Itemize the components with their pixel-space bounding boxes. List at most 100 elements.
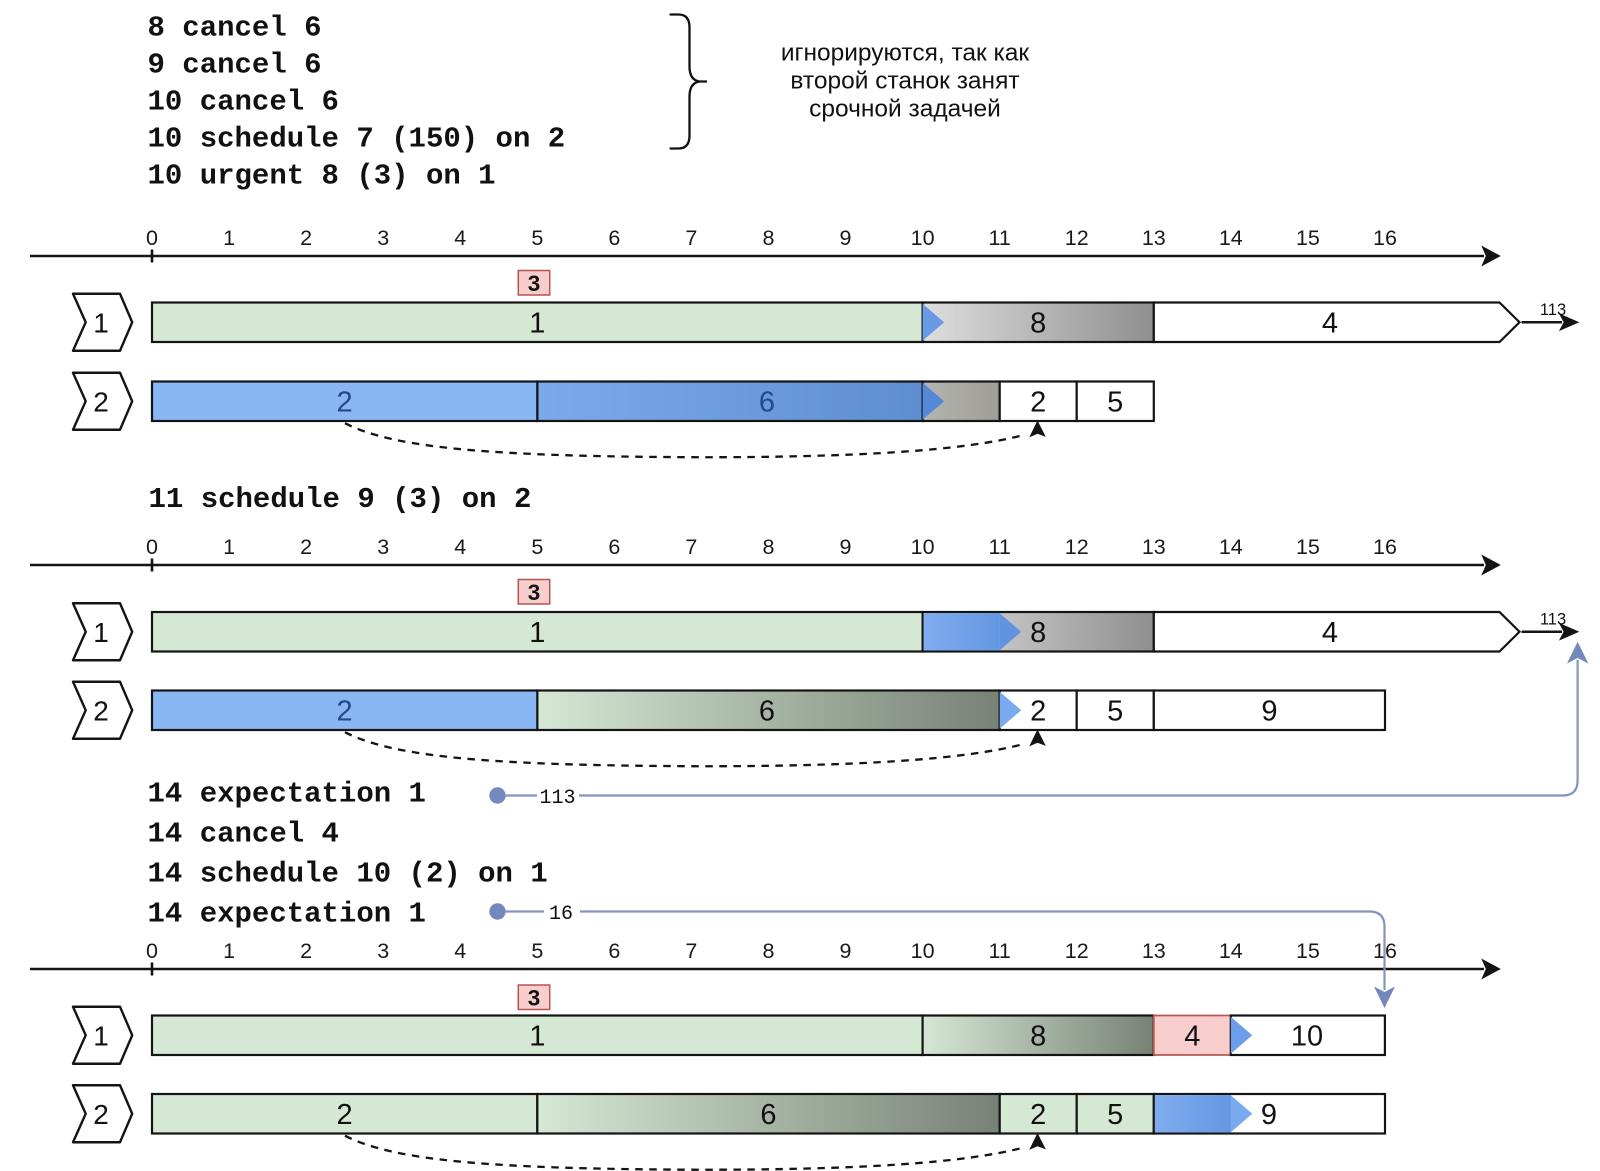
svg-text:0: 0 bbox=[146, 535, 158, 559]
svg-text:7: 7 bbox=[685, 939, 697, 963]
svg-text:5: 5 bbox=[531, 226, 543, 250]
svg-text:2: 2 bbox=[1030, 1099, 1046, 1131]
svg-text:1: 1 bbox=[93, 617, 109, 648]
svg-text:2: 2 bbox=[1030, 695, 1046, 727]
svg-text:6: 6 bbox=[608, 939, 620, 963]
svg-text:15: 15 bbox=[1296, 226, 1320, 250]
svg-text:8: 8 bbox=[1030, 1020, 1046, 1052]
svg-text:2: 2 bbox=[300, 535, 312, 559]
svg-text:1: 1 bbox=[529, 1020, 545, 1052]
svg-text:9: 9 bbox=[840, 535, 852, 559]
svg-text:11: 11 bbox=[989, 226, 1011, 250]
svg-text:7: 7 bbox=[685, 535, 697, 559]
svg-text:13: 13 bbox=[1142, 226, 1166, 250]
svg-text:2: 2 bbox=[337, 386, 353, 418]
svg-text:4: 4 bbox=[1322, 307, 1338, 339]
svg-text:10: 10 bbox=[911, 226, 935, 250]
svg-text:1: 1 bbox=[223, 939, 235, 963]
svg-text:10 urgent 8 (3) on 1: 10 urgent 8 (3) on 1 bbox=[148, 160, 496, 193]
svg-text:14 expectation 1: 14 expectation 1 bbox=[148, 898, 426, 931]
svg-text:8: 8 bbox=[763, 535, 775, 559]
svg-text:14 expectation 1: 14 expectation 1 bbox=[148, 778, 426, 811]
svg-text:8: 8 bbox=[1030, 307, 1046, 339]
svg-text:9 cancel 6: 9 cancel 6 bbox=[148, 49, 322, 82]
svg-text:10: 10 bbox=[911, 939, 935, 963]
svg-text:2: 2 bbox=[93, 386, 109, 417]
svg-text:1: 1 bbox=[93, 307, 109, 338]
svg-text:8: 8 bbox=[1030, 617, 1046, 649]
svg-text:3: 3 bbox=[528, 271, 541, 296]
svg-text:5: 5 bbox=[1107, 695, 1123, 727]
svg-text:6: 6 bbox=[760, 1099, 776, 1131]
svg-text:9: 9 bbox=[840, 226, 852, 250]
svg-text:14: 14 bbox=[1219, 939, 1243, 963]
svg-text:113: 113 bbox=[1540, 301, 1566, 319]
svg-text:11: 11 bbox=[989, 939, 1011, 963]
svg-text:10: 10 bbox=[1291, 1020, 1323, 1052]
svg-text:0: 0 bbox=[146, 939, 158, 963]
svg-text:5: 5 bbox=[1107, 386, 1123, 418]
svg-text:5: 5 bbox=[1107, 1099, 1123, 1131]
svg-text:13: 13 bbox=[1142, 939, 1166, 963]
svg-text:8: 8 bbox=[763, 226, 775, 250]
svg-text:1: 1 bbox=[529, 307, 545, 339]
svg-text:16: 16 bbox=[1373, 535, 1397, 559]
svg-text:2: 2 bbox=[300, 939, 312, 963]
svg-text:113: 113 bbox=[1540, 610, 1566, 628]
svg-text:11: 11 bbox=[989, 535, 1011, 559]
svg-text:9: 9 bbox=[840, 939, 852, 963]
svg-text:15: 15 bbox=[1296, 939, 1320, 963]
svg-text:4: 4 bbox=[1184, 1020, 1200, 1052]
svg-text:1: 1 bbox=[223, 535, 235, 559]
svg-text:игнорируются, так как: игнорируются, так как bbox=[781, 40, 1030, 67]
svg-text:второй станок занят: второй станок занят bbox=[790, 68, 1019, 95]
svg-text:13: 13 bbox=[1142, 535, 1166, 559]
svg-text:6: 6 bbox=[759, 386, 775, 418]
svg-text:1: 1 bbox=[93, 1020, 109, 1051]
svg-text:4: 4 bbox=[1322, 617, 1338, 649]
svg-text:11 schedule 9 (3) on 2: 11 schedule 9 (3) on 2 bbox=[149, 483, 532, 516]
svg-text:14 cancel 4: 14 cancel 4 bbox=[148, 818, 339, 851]
svg-text:2: 2 bbox=[337, 695, 353, 727]
svg-text:4: 4 bbox=[454, 939, 466, 963]
svg-text:3: 3 bbox=[528, 580, 541, 605]
svg-text:8 cancel 6: 8 cancel 6 bbox=[148, 12, 322, 45]
svg-text:10 schedule 7 (150) on 2: 10 schedule 7 (150) on 2 bbox=[148, 123, 566, 156]
svg-text:10 cancel 6: 10 cancel 6 bbox=[148, 86, 339, 119]
svg-text:6: 6 bbox=[759, 695, 775, 727]
svg-text:5: 5 bbox=[531, 535, 543, 559]
svg-text:14: 14 bbox=[1219, 226, 1243, 250]
svg-text:7: 7 bbox=[685, 226, 697, 250]
svg-text:16: 16 bbox=[549, 903, 573, 926]
svg-text:12: 12 bbox=[1065, 226, 1089, 250]
svg-text:3: 3 bbox=[377, 226, 389, 250]
svg-text:113: 113 bbox=[539, 787, 575, 810]
svg-text:3: 3 bbox=[377, 939, 389, 963]
svg-text:16: 16 bbox=[1373, 226, 1397, 250]
svg-text:2: 2 bbox=[337, 1099, 353, 1131]
svg-text:2: 2 bbox=[93, 695, 109, 726]
svg-text:9: 9 bbox=[1261, 695, 1277, 727]
svg-text:6: 6 bbox=[608, 226, 620, 250]
svg-text:14: 14 bbox=[1219, 535, 1243, 559]
svg-text:3: 3 bbox=[377, 535, 389, 559]
svg-text:9: 9 bbox=[1261, 1099, 1277, 1131]
svg-text:14 schedule 10 (2) on 1: 14 schedule 10 (2) on 1 bbox=[148, 858, 548, 891]
svg-text:1: 1 bbox=[223, 226, 235, 250]
svg-text:10: 10 bbox=[911, 535, 935, 559]
svg-text:1: 1 bbox=[529, 617, 545, 649]
svg-text:3: 3 bbox=[528, 985, 541, 1010]
svg-text:4: 4 bbox=[454, 226, 466, 250]
svg-text:6: 6 bbox=[608, 535, 620, 559]
svg-text:4: 4 bbox=[454, 535, 466, 559]
svg-text:8: 8 bbox=[763, 939, 775, 963]
svg-text:5: 5 bbox=[531, 939, 543, 963]
svg-text:2: 2 bbox=[300, 226, 312, 250]
svg-text:12: 12 bbox=[1065, 535, 1089, 559]
svg-text:0: 0 bbox=[146, 226, 158, 250]
svg-text:срочной задачей: срочной задачей bbox=[809, 96, 1001, 123]
svg-text:2: 2 bbox=[93, 1099, 109, 1130]
svg-text:12: 12 bbox=[1065, 939, 1089, 963]
svg-text:2: 2 bbox=[1030, 386, 1046, 418]
svg-text:15: 15 bbox=[1296, 535, 1320, 559]
